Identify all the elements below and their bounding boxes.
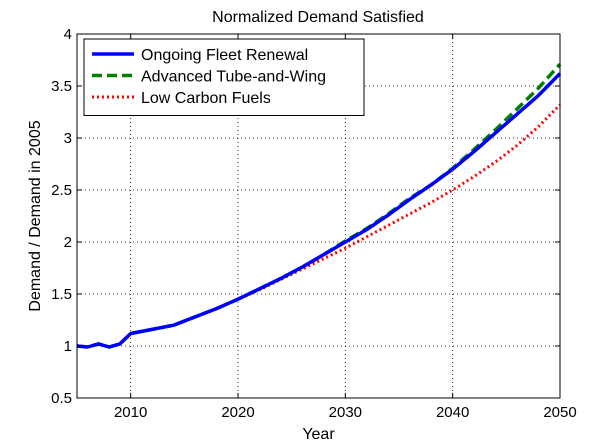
y-tick-labels: 0.5 1 1.5 2 2.5 3 3.5 4 [51,26,72,407]
chart-title: Normalized Demand Satisfied [212,9,424,26]
y-tick-label: 3 [64,130,72,147]
legend-label-3: Low Carbon Fuels [141,90,271,107]
x-tick-label: 2040 [436,404,469,421]
series-lines [76,63,562,349]
plot-frame [76,33,561,399]
y-tick-label: 0.5 [51,390,72,407]
legend: Ongoing Fleet Renewal Advanced Tube-and-W… [83,38,365,116]
y-tick-label: 3.5 [51,78,72,95]
y-axis-label: Demand / Demand in 2005 [27,120,44,311]
axis-ticks [77,33,561,399]
y-tick-label: 1 [64,338,72,355]
x-axis-label: Year [302,426,335,443]
legend-label-2: Advanced Tube-and-Wing [141,69,326,86]
y-tick-label: 2.5 [51,182,72,199]
series-line-1 [76,72,562,349]
x-tick-label: 2030 [329,404,362,421]
legend-label-1: Ongoing Fleet Renewal [141,47,308,64]
x-tick-label: 2020 [221,404,254,421]
y-tick-label: 4 [64,26,72,43]
x-tick-label: 2010 [114,404,147,421]
x-tick-labels: 2010 2020 2030 2040 2050 [114,404,577,421]
y-tick-label: 2 [64,234,72,251]
x-tick-label: 2050 [543,404,576,421]
y-tick-label: 1.5 [51,286,72,303]
